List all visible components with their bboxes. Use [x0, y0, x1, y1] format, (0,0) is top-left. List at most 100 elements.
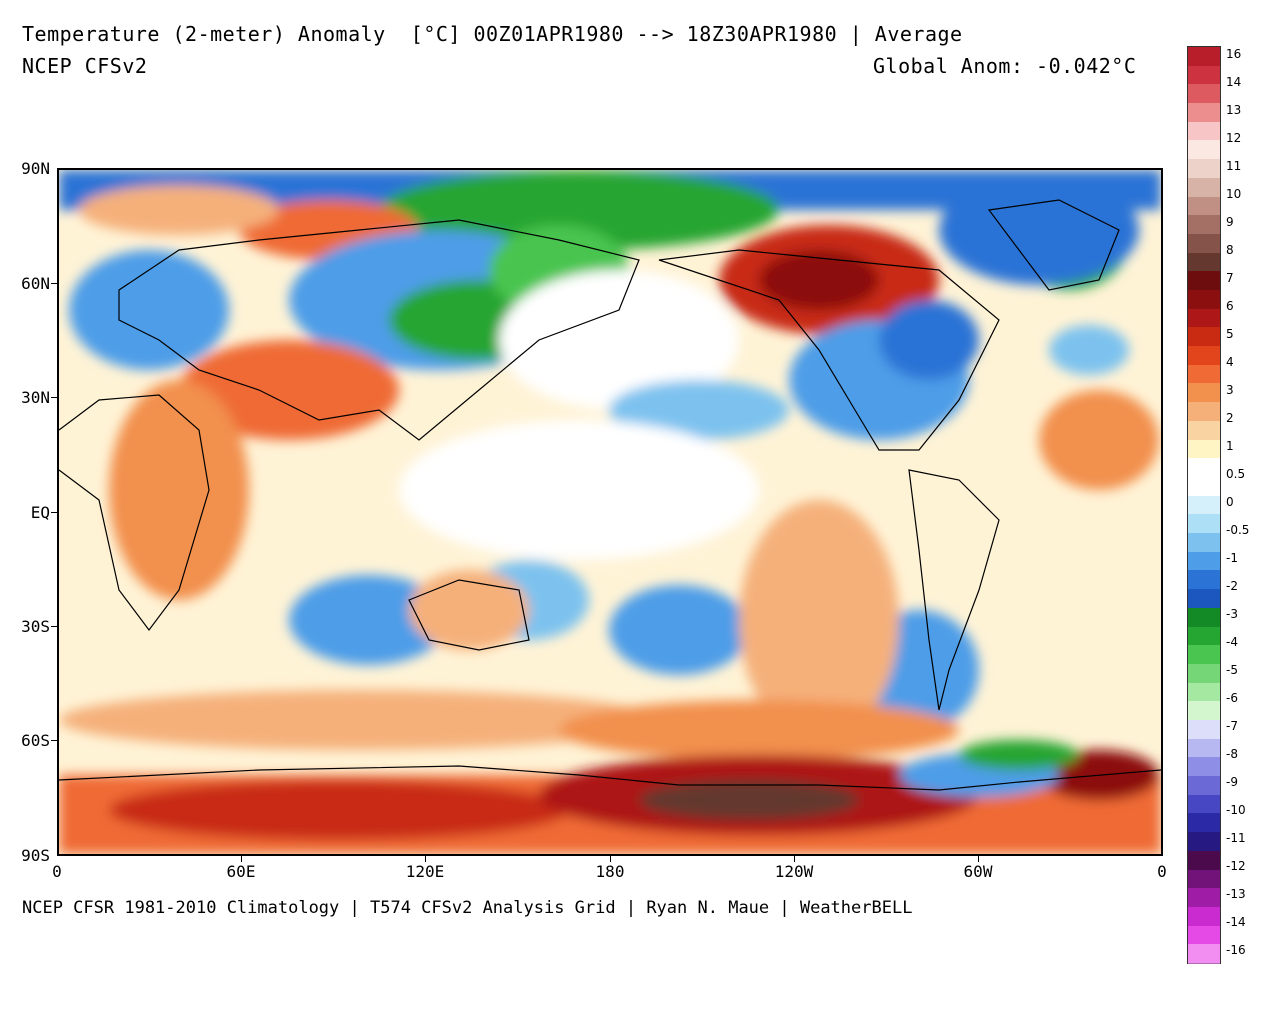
colorbar-label: 5 — [1226, 327, 1234, 341]
colorbar-swatch — [1188, 645, 1220, 665]
colorbar-swatch — [1188, 121, 1220, 142]
colorbar-swatch — [1188, 476, 1220, 497]
colorbar-label: -10 — [1226, 803, 1246, 817]
colorbar-label: -16 — [1226, 943, 1246, 957]
colorbar-swatch — [1188, 308, 1220, 329]
colorbar-swatch — [1188, 682, 1220, 703]
colorbar-label: 14 — [1226, 75, 1242, 89]
colorbar-swatch — [1188, 738, 1220, 759]
model-label: NCEP CFSv2 — [22, 54, 148, 78]
colorbar-label: 16 — [1226, 47, 1242, 61]
colorbar-swatch — [1188, 925, 1220, 946]
colorbar-swatch — [1188, 271, 1220, 291]
colorbar-label: 0 — [1226, 495, 1234, 509]
colorbar-swatch — [1188, 701, 1220, 721]
colorbar-swatch — [1188, 290, 1220, 310]
colorbar-label: -13 — [1226, 887, 1246, 901]
colorbar-label: -11 — [1226, 831, 1246, 845]
colorbar-label: -9 — [1226, 775, 1238, 789]
colorbar-label: -8 — [1226, 747, 1238, 761]
colorbar-swatch — [1188, 420, 1220, 441]
global-anomaly-label: Global Anom: -0.042°C — [873, 54, 1137, 78]
colorbar-swatch — [1188, 850, 1220, 871]
footer-credits: NCEP CFSR 1981-2010 Climatology | T574 C… — [22, 898, 913, 918]
colorbar-swatch — [1188, 663, 1220, 684]
colorbar-swatch — [1188, 65, 1220, 86]
colorbar-label: -5 — [1226, 663, 1238, 677]
colorbar-label: -1 — [1226, 551, 1238, 565]
colorbar-swatch — [1188, 84, 1220, 105]
colorbar-label: -2 — [1226, 579, 1238, 593]
colorbar-swatch — [1188, 551, 1220, 572]
lat-tick — [51, 740, 57, 741]
lat-label-90s: 90S — [21, 846, 50, 865]
colorbar-swatch — [1188, 794, 1220, 815]
colorbar-swatch — [1188, 233, 1220, 254]
colorbar-swatch — [1188, 944, 1220, 964]
colorbar-label: 0.5 — [1226, 467, 1246, 481]
colorbar-swatch — [1188, 589, 1220, 609]
lat-label-30n: 30N — [21, 388, 50, 407]
colorbar-label: -7 — [1226, 719, 1238, 733]
colorbar-label: 8 — [1226, 243, 1234, 257]
colorbar-swatch — [1188, 757, 1220, 778]
colorbar-swatch — [1188, 813, 1220, 834]
colorbar-swatch — [1188, 439, 1220, 460]
lon-tick — [978, 856, 979, 862]
colorbar-label: 7 — [1226, 271, 1234, 285]
map-title: Temperature (2-meter) Anomaly [°C] 00Z01… — [22, 22, 963, 46]
colorbar-swatch — [1188, 383, 1220, 404]
colorbar-label: 2 — [1226, 411, 1234, 425]
colorbar-swatch — [1188, 252, 1220, 273]
lat-tick — [51, 283, 57, 284]
lat-label-60s: 60S — [21, 731, 50, 750]
colorbar-label: 4 — [1226, 355, 1234, 369]
colorbar-swatch — [1188, 159, 1220, 179]
colorbar-swatch — [1188, 888, 1220, 908]
lat-label-60n: 60N — [21, 274, 50, 293]
colorbar-swatch — [1188, 832, 1220, 852]
lon-label-60e: 60E — [226, 862, 256, 881]
lon-tick — [241, 856, 242, 862]
anomaly-field — [59, 170, 1161, 854]
lon-label-60w: 60W — [963, 862, 993, 881]
colorbar-swatch — [1188, 776, 1220, 796]
colorbar-swatch — [1188, 103, 1220, 123]
colorbar-label: 3 — [1226, 383, 1234, 397]
lat-label-90n: 90N — [21, 159, 50, 178]
colorbar-swatch — [1188, 47, 1220, 67]
colorbar-swatch — [1188, 719, 1220, 740]
colorbar-swatch — [1188, 514, 1220, 535]
lon-tick — [425, 856, 426, 862]
colorbar-label: -4 — [1226, 635, 1238, 649]
lon-label-180: 180 — [595, 862, 625, 881]
colorbar-label: 11 — [1226, 159, 1242, 173]
colorbar-swatch — [1188, 869, 1220, 890]
anomaly-map — [57, 168, 1163, 856]
lon-label-120w: 120W — [774, 862, 814, 881]
lon-label-0-right: 0 — [1157, 862, 1167, 881]
colorbar-swatch — [1188, 906, 1220, 927]
lat-tick — [51, 397, 57, 398]
colorbar-swatch — [1188, 402, 1220, 422]
colorbar-swatch — [1188, 570, 1220, 591]
lat-label-eq: EQ — [30, 503, 50, 522]
colorbar-swatch — [1188, 215, 1220, 235]
colorbar-label: -12 — [1226, 859, 1246, 873]
lon-tick — [610, 856, 611, 862]
lat-label-30s: 30S — [21, 617, 50, 636]
colorbar-label: 12 — [1226, 131, 1242, 145]
colorbar-label: -0.5 — [1226, 523, 1250, 537]
colorbar-label: 13 — [1226, 103, 1242, 117]
lon-label-0: 0 — [52, 862, 62, 881]
colorbar-swatch — [1188, 533, 1220, 553]
colorbar-swatch — [1188, 495, 1220, 516]
coastlines — [59, 199, 1161, 791]
lon-label-120e: 120E — [405, 862, 445, 881]
lon-tick — [794, 856, 795, 862]
colorbar-swatch — [1188, 327, 1220, 348]
colorbar — [1187, 46, 1221, 964]
colorbar-label: 9 — [1226, 215, 1234, 229]
colorbar-swatch — [1188, 140, 1220, 161]
lat-tick — [51, 626, 57, 627]
